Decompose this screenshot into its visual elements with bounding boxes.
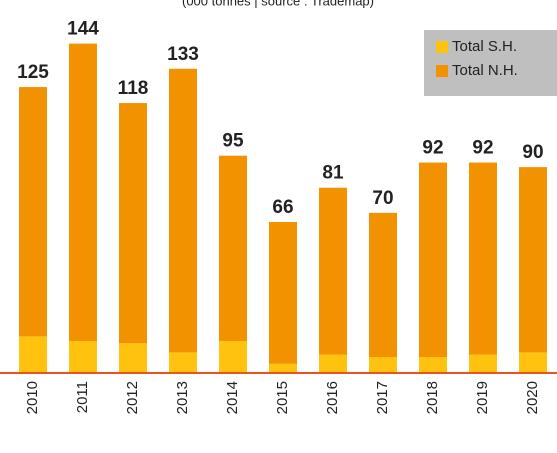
total-label: 95: [222, 131, 244, 152]
total-label: 118: [118, 78, 149, 99]
bar-segment: [69, 340, 97, 373]
bar-segment: [469, 354, 497, 373]
total-label: 81: [322, 163, 344, 184]
total-label: 144: [67, 19, 99, 40]
x-tick-label: 2020: [524, 381, 541, 414]
x-tick-label: 2010: [24, 381, 41, 414]
legend-swatch: [436, 65, 448, 77]
bar-segment: [319, 354, 347, 373]
bar-segment: [219, 155, 247, 341]
legend-label: Total S.H.: [452, 38, 517, 55]
bar-segment: [119, 343, 147, 373]
x-tick-label: 2014: [224, 381, 241, 414]
bar-segment: [369, 212, 397, 357]
bar-segment: [19, 336, 47, 373]
x-tick-label: 2012: [124, 381, 141, 414]
chart-subtitle: (000 tonnes | source : Trademap): [182, 0, 374, 8]
total-label: 125: [17, 62, 49, 83]
x-tick-label: 2011: [74, 381, 91, 413]
x-tick-label: 2018: [424, 381, 441, 414]
total-label: 66: [272, 197, 293, 218]
x-tick-label: 2016: [324, 381, 341, 414]
bar-segment: [219, 340, 247, 373]
bar-segment: [419, 356, 447, 373]
x-tick-label: 2017: [374, 381, 391, 414]
bar-segment: [369, 356, 397, 373]
x-tick-label: 2013: [174, 381, 191, 414]
total-label: 133: [167, 44, 199, 65]
bar-segment: [69, 43, 97, 341]
bar-segment: [319, 187, 347, 355]
legend-swatch: [436, 41, 448, 53]
legend-label: Total N.H.: [452, 62, 518, 79]
bar-segment: [169, 68, 197, 353]
bar-segment: [119, 103, 147, 344]
x-tick-label: 2015: [274, 381, 291, 414]
total-label: 70: [372, 188, 393, 209]
total-label: 92: [422, 138, 443, 159]
bar-segment: [269, 222, 297, 364]
bar-segment: [419, 162, 447, 357]
x-tick-label: 2019: [474, 381, 491, 414]
bar-segment: [519, 352, 547, 373]
bar-segment: [169, 352, 197, 373]
bar-segment: [519, 167, 547, 353]
bar-segment: [19, 87, 47, 337]
bar-segment: [269, 363, 297, 373]
total-label: 90: [522, 142, 543, 163]
total-label: 92: [472, 138, 493, 159]
bar-segment: [469, 162, 497, 355]
